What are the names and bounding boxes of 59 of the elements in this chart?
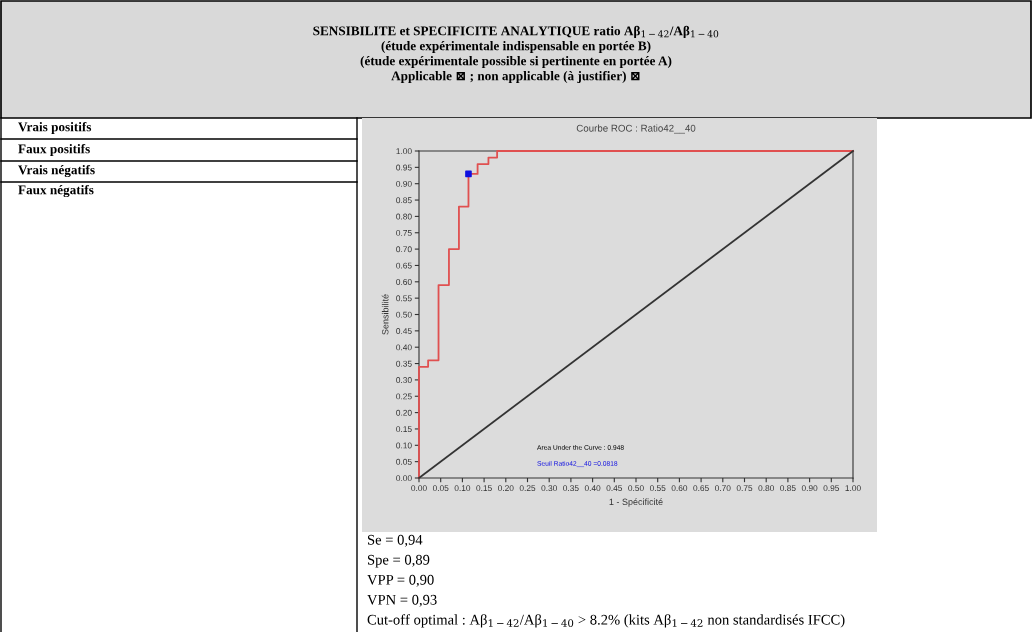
x-tick-label: 0.05 — [432, 485, 449, 492]
x-tick-label: 0.45 — [606, 485, 623, 492]
x-tick-label: 0.85 — [780, 485, 796, 492]
y-tick-label: 0.95 — [396, 164, 412, 171]
x-tick-label: 0.20 — [498, 485, 514, 492]
y-tick-label: 0.80 — [396, 213, 412, 220]
y-tick-label: 0.35 — [396, 360, 412, 367]
y-tick-label: 0.60 — [396, 279, 412, 285]
x-tick-label: 0.65 — [693, 485, 709, 492]
text: SENSIBILITE et SPECIFICITE ANALYTIQUE ratio Aβ$_{1−42}$/Aβ$_{1−40}$ — [313, 25, 719, 38]
y-tick-label: 1.00 — [396, 148, 412, 155]
x-tick-label: 0.00 — [411, 485, 427, 492]
chart-title: Courbe ROC : Ratio42__40 — [576, 124, 696, 134]
y-tick-label: 0.00 — [396, 475, 412, 482]
text: VPP = 0,90 — [367, 574, 434, 587]
y-tick-label: 0.15 — [396, 426, 412, 433]
y-tick-label: 0.45 — [396, 328, 412, 334]
x-tick-label: 0.75 — [736, 485, 753, 492]
x-tick-label: 0.40 — [584, 485, 601, 492]
y-tick-label: 0.65 — [396, 262, 412, 269]
text: Faux positifs — [18, 143, 90, 157]
text: (étude expérimentale possible si pertinente en portée A) — [360, 56, 672, 68]
x-tick-label: 0.15 — [476, 485, 492, 492]
text: Cut-off optimal : Aβ$_{1−42}$/Aβ$_{1−40}$ > 8.2% (kits Aβ$_{1−42}$ non standardisés IFCC) — [367, 614, 845, 628]
x-axis-title: 1 - Spécificité — [609, 498, 663, 507]
text: Applicable ⊠ ; non applicable (à justifier) ⊠ — [391, 70, 640, 84]
y-tick-label: 0.55 — [396, 295, 412, 302]
x-tick-label: 0.55 — [649, 485, 666, 492]
y-tick-label: 0.05 — [396, 458, 412, 465]
y-tick-label: 0.25 — [396, 393, 412, 400]
text: Se = 0,94 — [367, 534, 423, 547]
x-tick-label: 0.90 — [801, 485, 818, 492]
y-tick-label: 0.90 — [396, 180, 412, 187]
text: Faux négatifs — [18, 184, 94, 198]
y-axis-title: Sensibilité — [381, 294, 389, 335]
x-tick-label: 0.60 — [671, 485, 688, 492]
y-tick-label: 0.10 — [396, 442, 412, 449]
y-tick-label: 0.75 — [396, 229, 412, 236]
x-tick-label: 0.30 — [541, 485, 557, 492]
x-tick-label: 0.25 — [519, 485, 536, 492]
x-tick-label: 0.80 — [758, 485, 774, 492]
text: VPN = 0,93 — [367, 594, 437, 607]
y-tick-label: 0.40 — [396, 344, 412, 351]
y-tick-label: 0.50 — [396, 311, 412, 318]
text: (étude expérimentale indispensable en portée B) — [381, 41, 651, 53]
text: Vrais négatifs — [18, 164, 95, 178]
x-tick-label: 0.70 — [715, 485, 731, 492]
text: Spe = 0,89 — [367, 554, 430, 568]
x-tick-label: 0.50 — [628, 485, 644, 492]
x-tick-label: 1.00 — [845, 485, 861, 492]
x-tick-label: 0.35 — [563, 485, 579, 492]
line-series — [418, 150, 854, 479]
y-tick-label: 0.85 — [396, 197, 412, 204]
y-tick-label: 0.30 — [396, 377, 412, 383]
y-tick-label: 0.20 — [396, 409, 412, 416]
text: Vrais positifs — [18, 121, 92, 135]
y-tick-label: 0.70 — [396, 246, 412, 253]
x-tick-label: 0.10 — [454, 485, 471, 492]
x-tick-label: 0.95 — [823, 485, 840, 492]
